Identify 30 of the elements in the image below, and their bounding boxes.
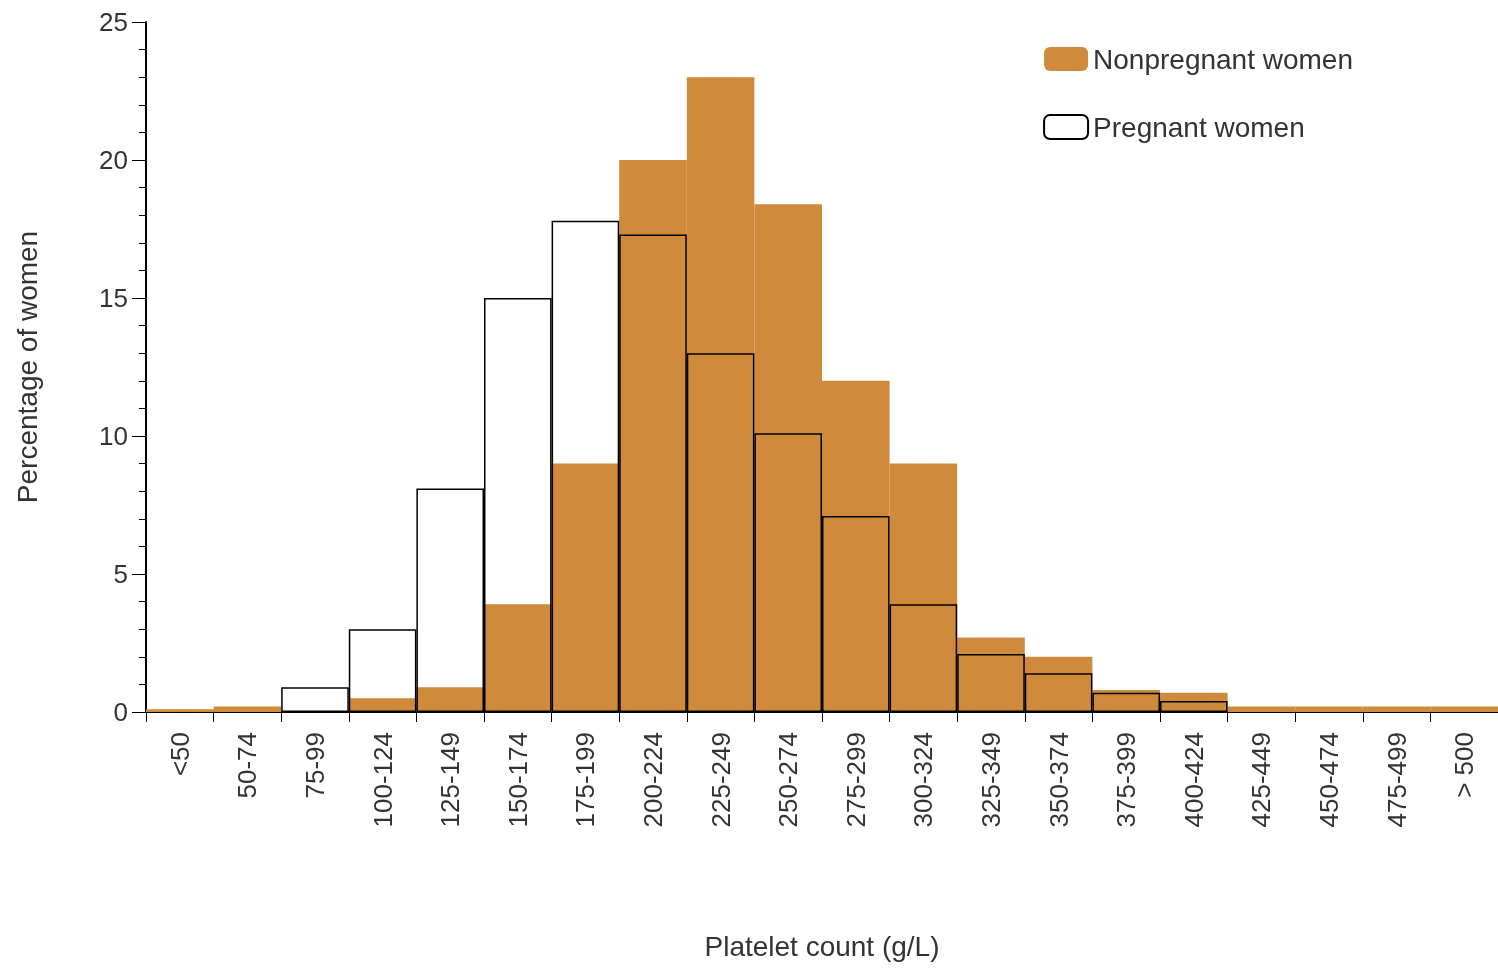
x-tick-label: 325-349	[976, 732, 1006, 828]
x-tick-label: 250-274	[773, 732, 804, 828]
x-tick-label: 125-149	[435, 732, 466, 828]
x-tick-label: > 500	[1449, 732, 1480, 798]
x-tick-label: 175-199	[570, 732, 601, 828]
x-tick-label: 150-174	[502, 732, 533, 828]
y-tick-label: 25	[99, 7, 128, 37]
legend-label: Pregnant women	[1093, 111, 1305, 143]
x-tick-label: <50	[164, 732, 195, 777]
x-tick-label: 350-374	[1043, 732, 1074, 828]
x-tick-label: 475-499	[1381, 732, 1412, 828]
x-tick-label: 100-124	[367, 732, 398, 828]
x-tick-label: 425-449	[1246, 732, 1277, 828]
x-tick-label: 300-324	[908, 732, 939, 828]
x-tick-label: 75-99	[300, 732, 330, 799]
x-tick-label: 450-474	[1314, 732, 1344, 828]
y-tick-label: 10	[99, 421, 128, 451]
y-axis-title: Percentage of women	[11, 230, 43, 504]
x-tick-label: 50-74	[232, 732, 263, 799]
y-tick-label: 0	[113, 697, 128, 727]
y-tick-label: 15	[99, 283, 128, 313]
x-tick-label: 200-224	[638, 732, 668, 828]
y-tick-label: 20	[99, 145, 128, 175]
y-tick-label: 5	[113, 559, 128, 589]
x-tick-label: 400-424	[1178, 732, 1209, 828]
x-tick-label: 225-249	[705, 732, 736, 828]
x-tick-label: 275-299	[840, 732, 871, 828]
x-axis-title: Platelet count (g/L)	[704, 930, 940, 962]
x-tick-label: 375-399	[1111, 732, 1142, 828]
legend-label: Nonpregnant women	[1093, 43, 1354, 75]
